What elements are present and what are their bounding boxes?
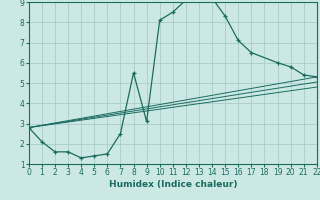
X-axis label: Humidex (Indice chaleur): Humidex (Indice chaleur) xyxy=(108,180,237,189)
